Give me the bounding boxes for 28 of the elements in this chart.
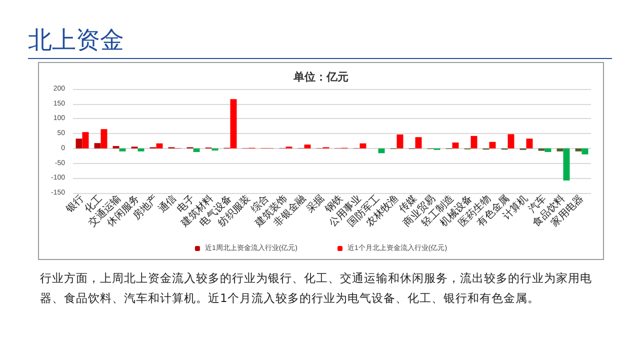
- bar: [470, 136, 478, 148]
- chart-subtitle: 单位：亿元: [292, 70, 348, 84]
- bar: [452, 142, 459, 148]
- bar: [489, 142, 496, 148]
- bar: [76, 138, 82, 148]
- bar: [156, 143, 163, 148]
- bar: [82, 132, 89, 148]
- bar: [396, 134, 404, 148]
- bar: [526, 138, 533, 148]
- bar: [544, 148, 552, 152]
- bar: [360, 143, 366, 148]
- x-tick-label: 银行: [64, 193, 86, 216]
- bar: [538, 148, 545, 151]
- bar: [556, 148, 564, 152]
- text: 行业方面，上周北上资金流入较多的行业为银行、化工、交通运输和休闲服务，流出较多的行业为家用电器、食品饮料、汽车和计算机。近1个月流入较多的行业为电气设备、化工、银行和有色金属。: [40, 270, 593, 307]
- bar: [193, 148, 200, 152]
- bar: [119, 148, 126, 152]
- bar: [230, 99, 237, 148]
- bar: [563, 148, 570, 181]
- chart-title: 北上资金: [28, 25, 124, 56]
- bar: [94, 143, 101, 148]
- bar: [304, 144, 311, 148]
- bar: [582, 148, 588, 154]
- bar: [415, 137, 422, 148]
- bar: [138, 148, 144, 152]
- bar: [575, 148, 582, 152]
- bar: [100, 129, 108, 148]
- bar: [508, 134, 514, 148]
